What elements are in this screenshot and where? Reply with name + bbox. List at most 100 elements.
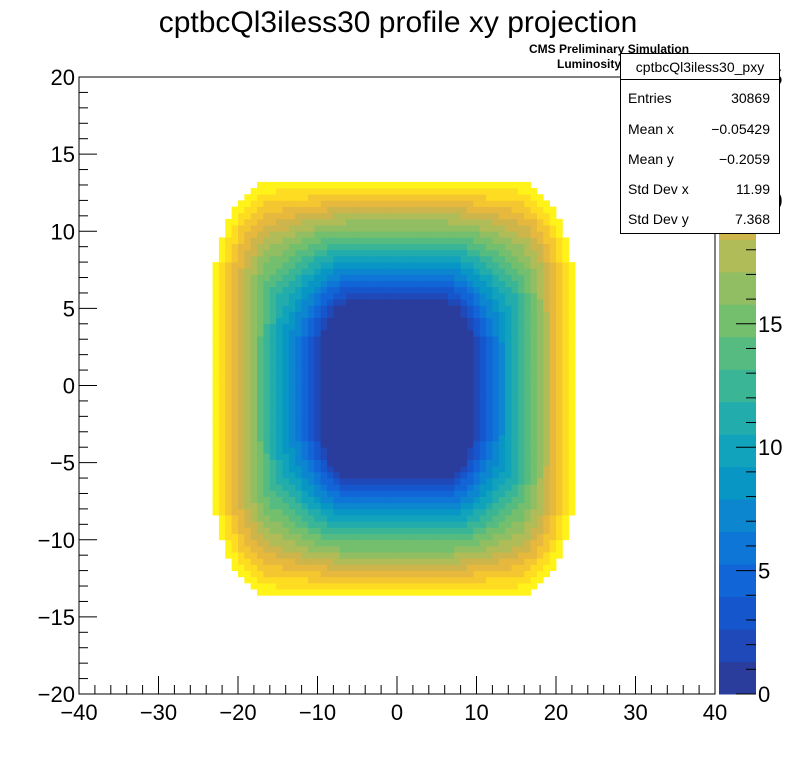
heatmap-cell (416, 255, 423, 263)
heatmap-cell (288, 360, 296, 368)
heatmap-cell (466, 323, 474, 331)
heatmap-cell (288, 453, 296, 460)
heatmap-cell (314, 336, 322, 343)
heatmap-cell (562, 292, 570, 300)
heatmap-cell (257, 255, 264, 263)
heatmap-cell (333, 490, 341, 497)
heatmap-cell (505, 373, 512, 380)
heatmap-cell (479, 336, 487, 343)
heatmap-cell (307, 508, 315, 516)
heatmap-cell (441, 434, 449, 442)
heatmap-cell (282, 194, 290, 201)
heatmap-cell (327, 558, 334, 565)
heatmap-cell (301, 527, 309, 534)
heatmap-cell (466, 206, 474, 214)
heatmap-cell (454, 515, 461, 522)
heatmap-cell (435, 490, 442, 497)
heatmap-cell (269, 490, 277, 497)
heatmap-cell (447, 564, 455, 571)
heatmap-cell (212, 478, 220, 485)
heatmap-cell (314, 589, 322, 596)
heatmap-cell (371, 323, 379, 331)
heatmap-cell (428, 237, 436, 244)
heatmap-cell (377, 336, 385, 343)
heatmap-cell (511, 589, 519, 596)
heatmap-cell (460, 552, 468, 559)
heatmap-cell (505, 564, 512, 571)
heatmap-cell (536, 515, 544, 522)
heatmap-cell (346, 484, 353, 491)
heatmap-cell (282, 582, 290, 590)
heatmap-cell (269, 441, 277, 448)
heatmap-cell (307, 354, 315, 362)
heatmap-cell (498, 471, 506, 479)
heatmap-cell (422, 428, 430, 436)
heatmap-cell (295, 545, 302, 553)
heatmap-cell (384, 299, 392, 306)
heatmap-cell (320, 570, 328, 578)
heatmap-cell (460, 428, 468, 436)
heatmap-cell (384, 564, 392, 571)
heatmap-cell (428, 262, 436, 269)
heatmap-cell (263, 255, 271, 263)
heatmap-cell (263, 441, 271, 448)
color-scale-segment (719, 629, 756, 663)
heatmap-cell (428, 225, 436, 232)
heatmap-cell (333, 545, 341, 553)
heatmap-cell (257, 484, 264, 491)
heatmap-cell (333, 582, 341, 590)
heatmap-cell (244, 515, 252, 522)
heatmap-cell (371, 416, 379, 423)
heatmap-cell (422, 194, 430, 201)
heatmap-cell (498, 558, 506, 565)
heatmap-cell (536, 311, 544, 319)
heatmap-cell (250, 249, 258, 257)
heatmap-cell (397, 533, 404, 541)
heatmap-cell (352, 385, 360, 393)
heatmap-cell (269, 453, 277, 460)
heatmap-cell (358, 441, 366, 448)
heatmap-cell (257, 342, 264, 349)
heatmap-cell (218, 404, 226, 411)
heatmap-cell (454, 441, 461, 448)
heatmap-cell (307, 410, 315, 417)
heatmap-cell (416, 521, 423, 528)
heatmap-cell (441, 342, 449, 349)
heatmap-cell (549, 292, 557, 300)
heatmap-cell (441, 582, 449, 590)
heatmap-cell (498, 194, 506, 201)
heatmap-cell (422, 490, 430, 497)
heatmap-cell (486, 225, 493, 232)
heatmap-cell (530, 206, 538, 214)
heatmap-cell (435, 589, 442, 596)
heatmap-cell (225, 484, 233, 491)
heatmap-cell (244, 539, 252, 547)
heatmap-cell (269, 379, 277, 386)
heatmap-cell (288, 459, 296, 467)
heatmap-cell (556, 385, 563, 393)
heatmap-cell (492, 527, 500, 534)
heatmap-cell (225, 404, 233, 411)
heatmap-cell (549, 268, 557, 275)
heatmap-cell (511, 262, 519, 269)
heatmap-cell (397, 243, 404, 251)
heatmap-cell (390, 410, 398, 417)
heatmap-cell (327, 552, 334, 559)
heatmap-cell (314, 527, 322, 534)
heatmap-cell (543, 515, 551, 522)
heatmap-cell (238, 521, 245, 528)
heatmap-cell (517, 286, 525, 294)
heatmap-cell (339, 317, 347, 325)
heatmap-cell (327, 342, 334, 349)
heatmap-cell (536, 218, 544, 226)
heatmap-cell (416, 194, 423, 201)
heatmap-cell (276, 391, 283, 399)
heatmap-cell (333, 255, 341, 263)
heatmap-cell (339, 459, 347, 467)
heatmap-cell (288, 422, 296, 430)
heatmap-cell (447, 305, 455, 312)
heatmap-cell (473, 459, 481, 467)
heatmap-cell (282, 292, 290, 300)
heatmap-cell (549, 515, 557, 522)
heatmap-cell (416, 286, 423, 294)
